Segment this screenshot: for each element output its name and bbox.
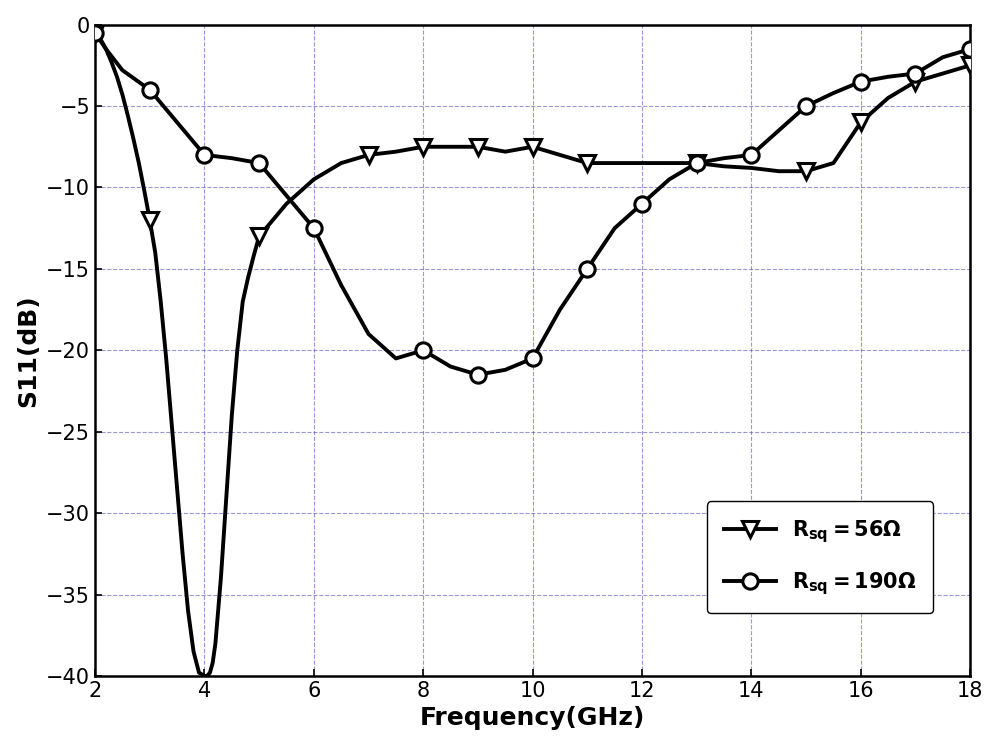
Legend: $\mathbf{R}_{\mathbf{sq}}\mathbf{=56\Omega}$, $\mathbf{R}_{\mathbf{sq}}\mathbf{=: $\mathbf{R}_{\mathbf{sq}}\mathbf{=56\Ome… [707,501,933,613]
X-axis label: Frequency(GHz): Frequency(GHz) [420,707,645,731]
Y-axis label: S11(dB): S11(dB) [17,294,41,406]
